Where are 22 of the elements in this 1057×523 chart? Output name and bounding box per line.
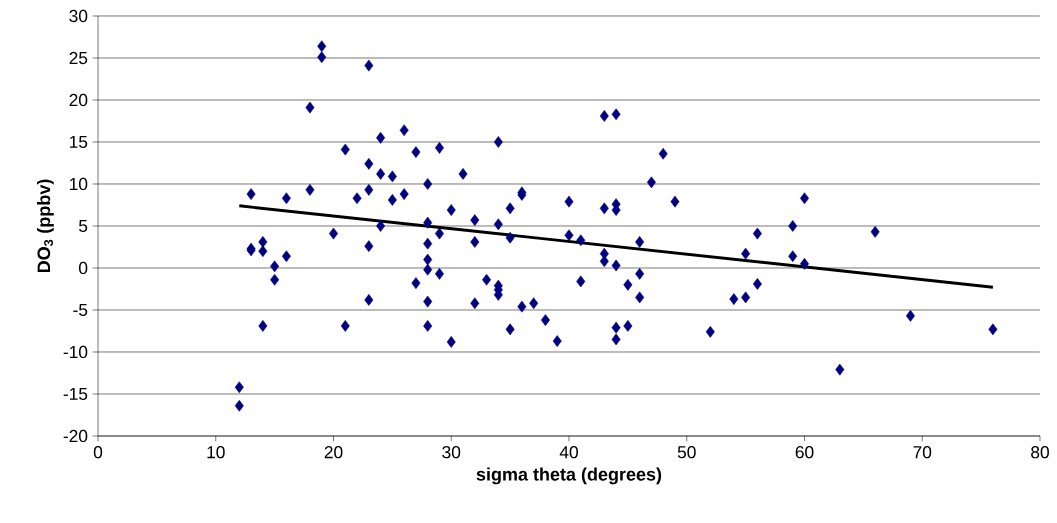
y-tick-label: 10	[70, 177, 88, 191]
y-tick-label: 15	[70, 135, 88, 149]
x-tick-label: 40	[559, 446, 578, 459]
x-tick-label: 50	[677, 446, 696, 459]
x-tick-label: 70	[913, 446, 932, 459]
y-tick-label: 30	[69, 9, 88, 23]
y-tick-label: -10	[63, 345, 88, 359]
x-tick-label: 20	[324, 446, 343, 459]
x-tick-label: 60	[795, 446, 814, 459]
y-tick-label: 20	[69, 93, 88, 107]
y-axis-title: DO$_{3}$ (ppbv)	[36, 179, 54, 273]
y-tick-label: 0	[78, 261, 88, 275]
x-axis-title: sigma theta (degrees)	[476, 467, 662, 485]
y-tick-label: 25	[69, 51, 88, 65]
x-tick-label: 0	[93, 446, 103, 459]
x-tick-label: 80	[1031, 446, 1049, 459]
y-tick-label: 5	[79, 219, 88, 233]
y-tick-label: -15	[63, 387, 88, 401]
x-tick-label: 10	[207, 446, 225, 459]
y-tick-label: -20	[63, 429, 88, 443]
y-tick-label: -5	[73, 303, 88, 317]
x-tick-label: 30	[442, 446, 461, 459]
